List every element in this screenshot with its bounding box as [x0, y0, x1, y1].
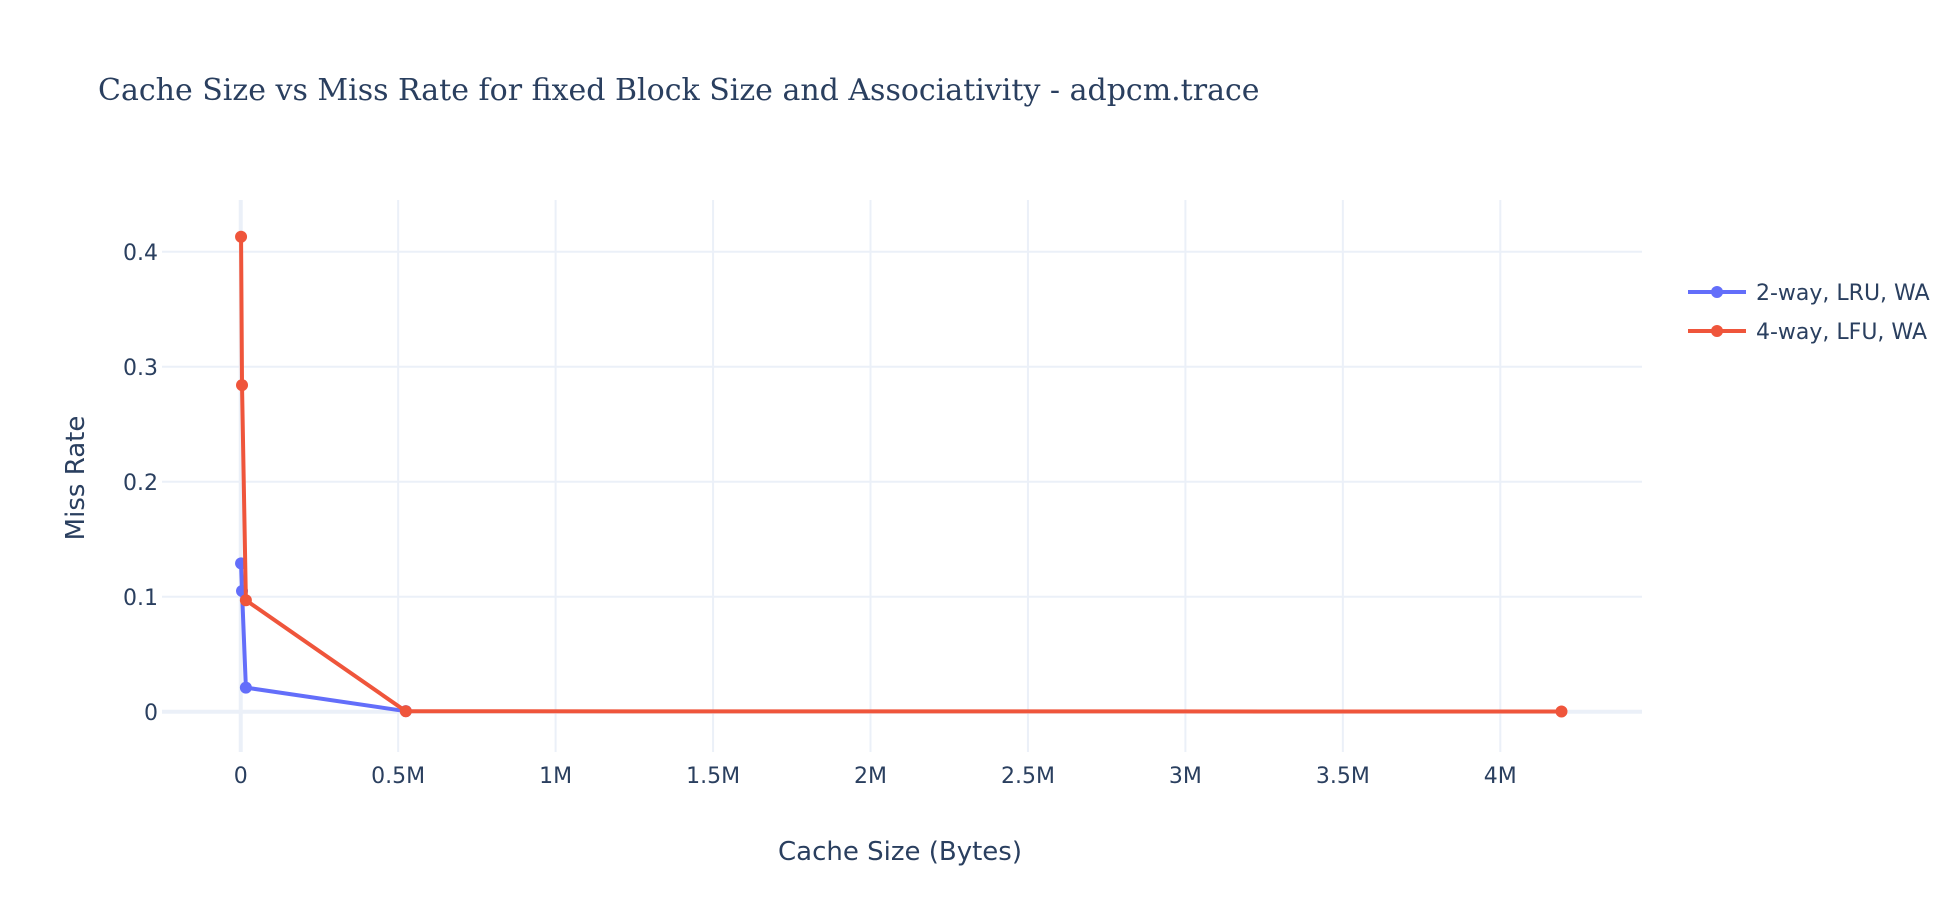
series-line: [239, 563, 407, 714]
x-tick-label: 3M: [1169, 764, 1202, 789]
tick-labels: 0 0.5M 1M 1.5M 2M 2.5M 3M 3.5M 4M 0 0.1 0.2 0.3 0.4: [123, 241, 1517, 789]
data-point[interactable]: [239, 594, 252, 607]
y-tick-label: 0: [144, 701, 158, 726]
legend[interactable]: 2-way, LRU, WA 4-way, LFU, WA: [1688, 281, 1930, 345]
y-tick-label: 0.2: [123, 471, 158, 496]
x-tick-label: 4M: [1484, 764, 1517, 789]
legend-marker: [1711, 325, 1723, 337]
x-tick-label: 2M: [854, 764, 887, 789]
x-tick-label: 2.5M: [1001, 764, 1055, 789]
x-tick-label: 1.5M: [686, 764, 740, 789]
data-point[interactable]: [239, 681, 252, 694]
y-tick-label: 0.4: [123, 241, 158, 266]
data-point[interactable]: [235, 230, 248, 243]
x-tick-label: 1M: [539, 764, 572, 789]
y-axis-title: Miss Rate: [61, 416, 91, 541]
y-tick-label: 0.1: [123, 586, 158, 611]
data-point[interactable]: [236, 379, 249, 392]
x-tick-label: 0.5M: [371, 764, 425, 789]
data-point[interactable]: [1555, 705, 1568, 718]
grid-lines: [162, 200, 1642, 752]
x-tick-label: 3.5M: [1316, 764, 1370, 789]
legend-marker: [1711, 286, 1723, 298]
x-tick-label: 0: [234, 764, 248, 789]
legend-label: 4-way, LFU, WA: [1756, 320, 1927, 345]
series-2: [235, 230, 1568, 718]
legend-label: 2-way, LRU, WA: [1756, 281, 1930, 306]
data-point[interactable]: [399, 705, 412, 718]
y-tick-label: 0.3: [123, 356, 158, 381]
chart-title: Cache Size vs Miss Rate for fixed Block …: [98, 73, 1260, 108]
legend-item[interactable]: 4-way, LFU, WA: [1688, 320, 1927, 345]
x-axis-title: Cache Size (Bytes): [778, 837, 1022, 867]
legend-item[interactable]: 2-way, LRU, WA: [1688, 281, 1930, 306]
series-layer: [235, 230, 1568, 718]
